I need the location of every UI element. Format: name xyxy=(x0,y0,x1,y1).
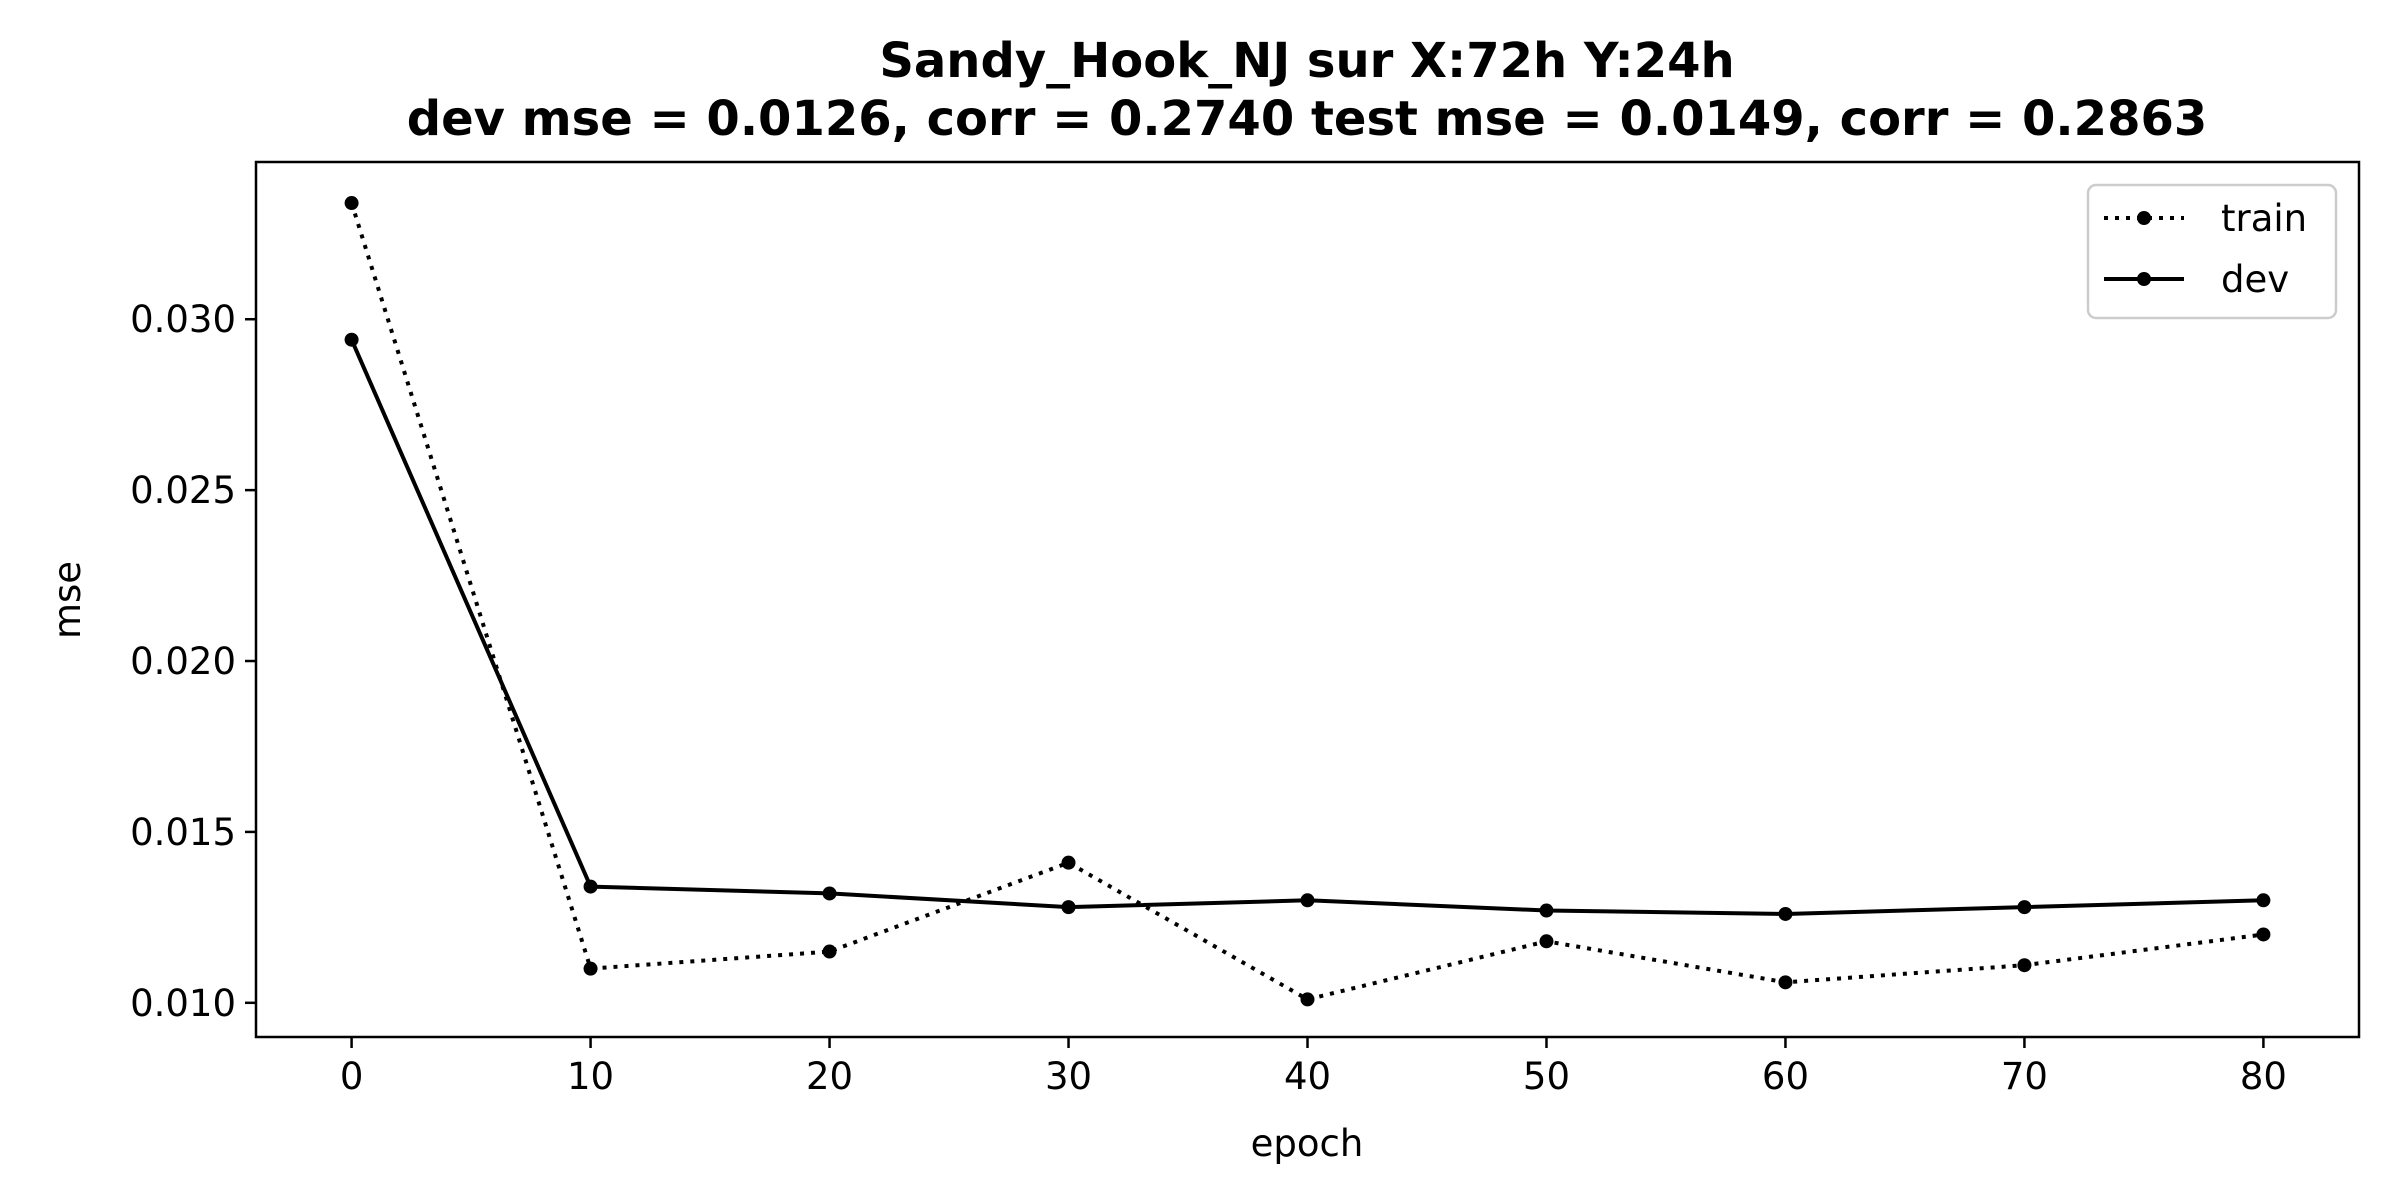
x-tick-label: 20 xyxy=(806,1055,853,1098)
legend-train-label: train xyxy=(2221,197,2307,240)
series-line-train xyxy=(349,202,2264,1002)
legend-dev-label: dev xyxy=(2221,258,2289,301)
y-tick-label: 0.020 xyxy=(130,640,236,683)
data-point-train xyxy=(583,961,598,976)
x-tick-label: 40 xyxy=(1284,1055,1331,1098)
x-tick-label: 30 xyxy=(1045,1055,1092,1098)
data-point-train xyxy=(1061,855,1076,870)
data-point-train xyxy=(822,944,837,959)
legend: train dev xyxy=(2086,183,2338,320)
series-layer xyxy=(344,196,2271,1007)
legend-dev-marker xyxy=(2137,272,2151,286)
y-tick-label: 0.015 xyxy=(130,811,236,854)
x-tick-label: 0 xyxy=(340,1055,364,1098)
legend-train-marker xyxy=(2137,211,2151,225)
x-tick-label: 50 xyxy=(1523,1055,1570,1098)
data-point-dev xyxy=(1061,900,1076,915)
plot-area-frame xyxy=(254,160,2361,1039)
ticks-layer: 0 10 20 30 40 50 60 70 80 0.010 0.015 0.020 0.025 0.0… xyxy=(130,298,2287,1098)
data-point-train xyxy=(2256,927,2271,942)
data-point-dev xyxy=(344,332,359,347)
data-point-dev xyxy=(1778,906,1793,921)
data-point-dev xyxy=(2017,900,2032,915)
data-point-train xyxy=(1539,934,1554,949)
x-tick-label: 60 xyxy=(1762,1055,1809,1098)
x-axis-label: epoch xyxy=(1251,1122,1364,1165)
data-point-train xyxy=(2017,958,2032,973)
x-tick-label: 80 xyxy=(2240,1055,2287,1098)
x-tick-label: 70 xyxy=(2001,1055,2048,1098)
series-line-dev xyxy=(349,338,2264,916)
y-axis-label: mse xyxy=(46,561,89,639)
data-point-dev xyxy=(2256,893,2271,908)
data-point-dev xyxy=(583,879,598,894)
y-tick-label: 0.010 xyxy=(130,982,236,1025)
y-tick-label: 0.030 xyxy=(130,298,236,341)
chart-title: Sandy_Hook_NJ sur X:72h Y:24h xyxy=(879,33,1734,89)
data-point-train xyxy=(344,196,359,211)
data-point-train xyxy=(1300,992,1315,1007)
chart-subtitle: dev mse = 0.0126, corr = 0.2740 test mse… xyxy=(407,91,2208,147)
data-point-dev xyxy=(822,886,837,901)
data-point-dev xyxy=(1300,893,1315,908)
data-point-dev xyxy=(1539,903,1554,918)
x-tick-label: 10 xyxy=(567,1055,614,1098)
y-tick-label: 0.025 xyxy=(130,469,236,512)
data-point-train xyxy=(1778,975,1793,990)
